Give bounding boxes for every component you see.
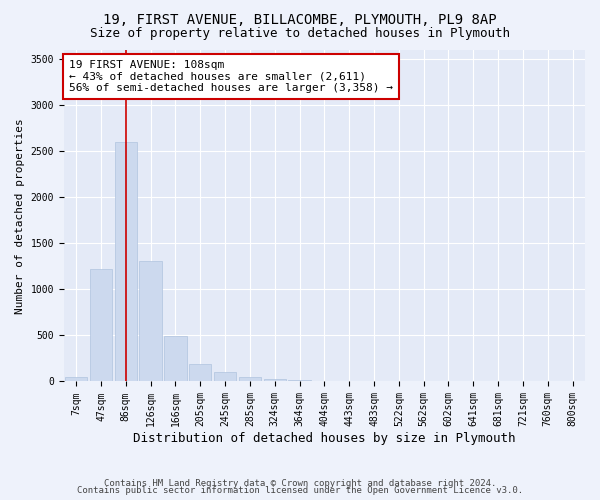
Bar [214,372,236,382]
Bar [115,142,137,382]
Bar [289,380,311,382]
Bar [65,377,88,382]
Bar [164,336,187,382]
Text: Size of property relative to detached houses in Plymouth: Size of property relative to detached ho… [90,28,510,40]
Bar [239,377,261,382]
Bar [90,269,112,382]
Bar [263,378,286,382]
Text: 19, FIRST AVENUE, BILLACOMBE, PLYMOUTH, PL9 8AP: 19, FIRST AVENUE, BILLACOMBE, PLYMOUTH, … [103,12,497,26]
Bar [139,261,162,382]
Y-axis label: Number of detached properties: Number of detached properties [15,118,25,314]
X-axis label: Distribution of detached houses by size in Plymouth: Distribution of detached houses by size … [133,432,515,445]
Text: Contains public sector information licensed under the Open Government Licence v3: Contains public sector information licen… [77,486,523,495]
Text: Contains HM Land Registry data © Crown copyright and database right 2024.: Contains HM Land Registry data © Crown c… [104,478,496,488]
Text: 19 FIRST AVENUE: 108sqm
← 43% of detached houses are smaller (2,611)
56% of semi: 19 FIRST AVENUE: 108sqm ← 43% of detache… [69,60,393,93]
Bar [189,364,211,382]
